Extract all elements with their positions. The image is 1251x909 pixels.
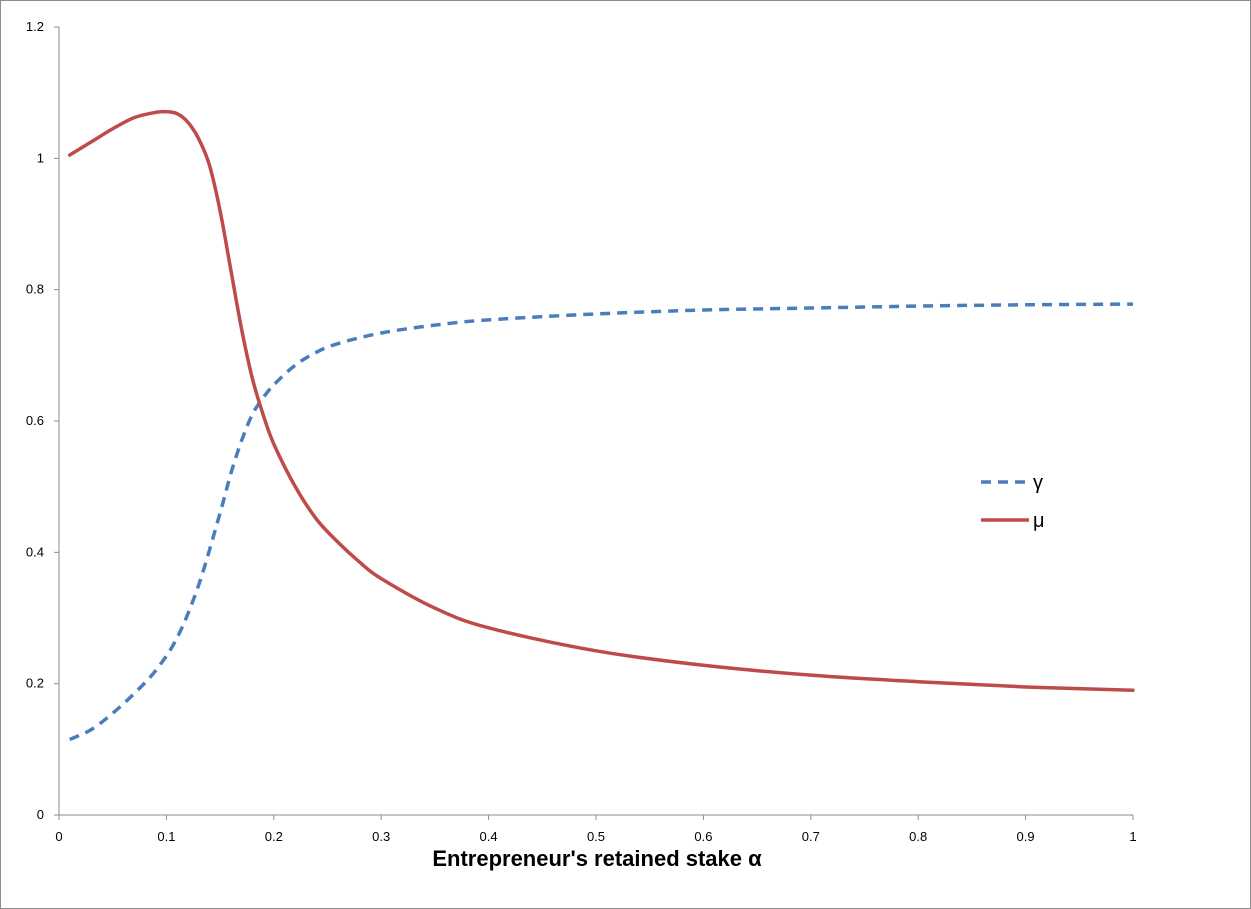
x-tick-label: 0.8 <box>909 829 927 844</box>
y-tick-label: 0.2 <box>26 676 44 691</box>
x-tick-label: 0.5 <box>587 829 605 844</box>
series-line-gamma <box>69 302 1134 742</box>
x-tick-label: 0.9 <box>1017 829 1035 844</box>
y-tick-label: 1.2 <box>26 19 44 34</box>
y-tick-label: 0 <box>37 807 44 822</box>
x-axis-label: Entrepreneur's retained stake α <box>432 846 762 871</box>
series-line-mu <box>67 109 1135 692</box>
x-tick-label: 1 <box>1129 829 1136 844</box>
y-tick-label: 0.4 <box>26 544 44 559</box>
x-tick-label: 0.2 <box>265 829 283 844</box>
x-tick-label: 0.7 <box>802 829 820 844</box>
y-tick-label: 0.6 <box>26 413 44 428</box>
y-ticks: 0 0.2 0.4 0.6 0.8 1 1.2 <box>26 19 59 822</box>
x-tick-label: 0.1 <box>157 829 175 844</box>
x-tick-label: 0.4 <box>480 829 498 844</box>
y-tick-label: 1 <box>37 150 44 165</box>
x-ticks: 0 0.1 0.2 0.3 0.4 0.5 0.6 0.7 0.8 0.9 1 <box>55 815 1137 844</box>
x-tick-label: 0.3 <box>372 829 390 844</box>
legend-label-gamma: γ <box>1033 472 1043 494</box>
legend-label-mu: μ <box>1033 510 1045 532</box>
x-tick-label: 0.6 <box>694 829 712 844</box>
legend: γμ <box>981 472 1045 532</box>
series-lines <box>67 109 1135 742</box>
y-tick-label: 0.8 <box>26 282 44 297</box>
x-tick-label: 0 <box>55 829 62 844</box>
axes <box>58 27 1133 816</box>
